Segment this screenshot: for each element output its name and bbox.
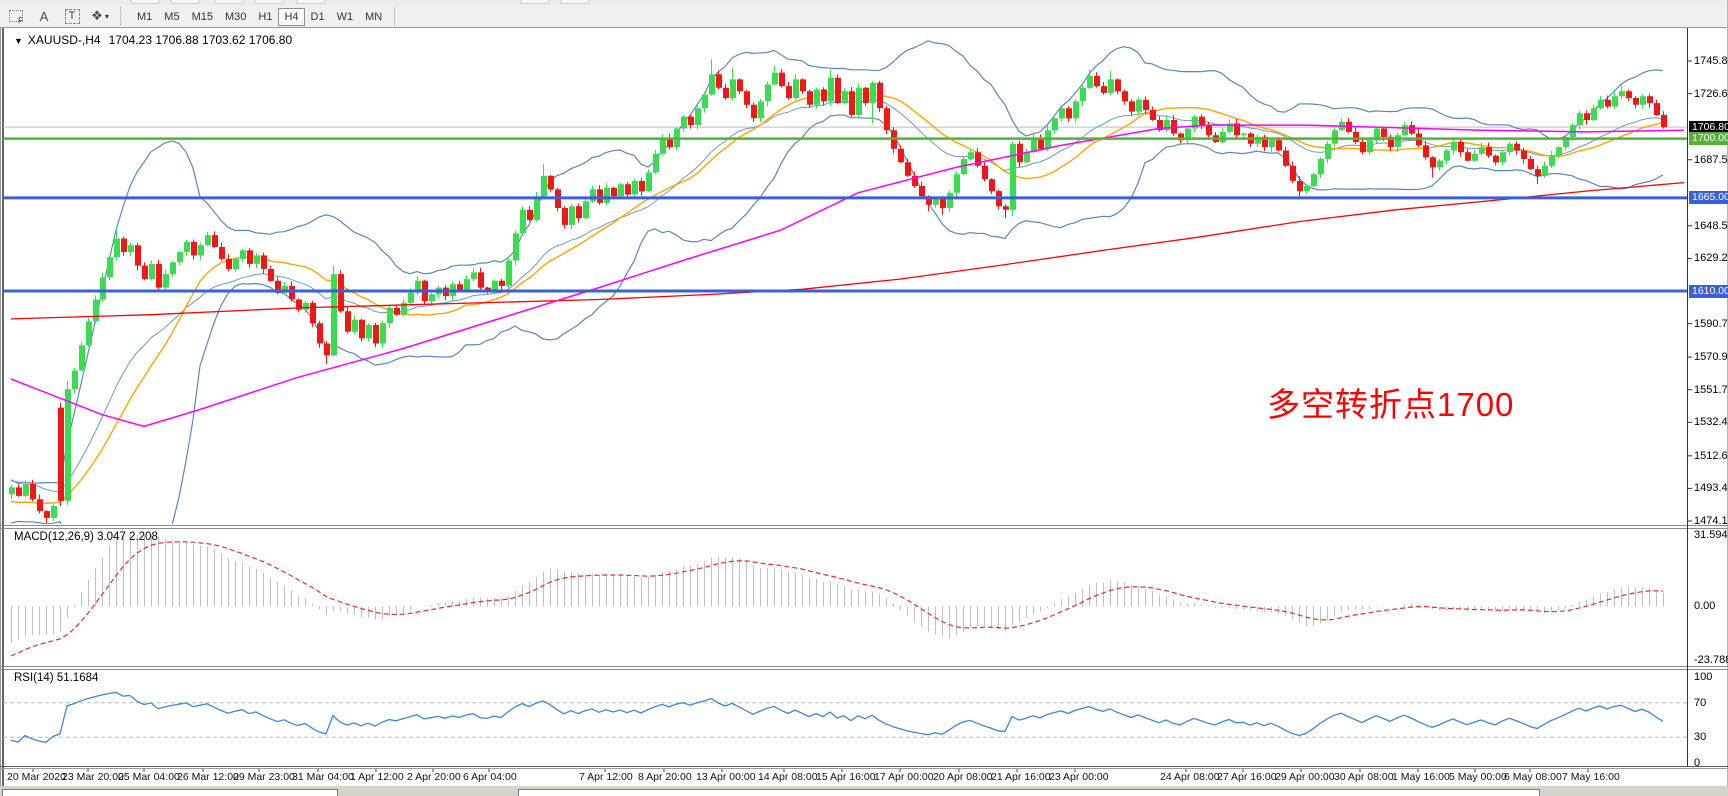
macd-tick-label: -23.788: [1694, 654, 1728, 666]
clipped-toolbar-button: [130, 0, 160, 4]
time-tick-label: 20 Apr 08:00: [933, 771, 993, 783]
price-tick-label: 1745.85: [1694, 55, 1728, 67]
rsi-indicator-label: RSI(14) 51.1684: [14, 672, 99, 684]
arrows-object-icon[interactable]: ❖ ▾: [91, 8, 109, 23]
chart-ohlc-values: 1704.23 1706.88 1703.62 1706.80: [108, 33, 293, 47]
price-tick-label: 1590.75: [1694, 317, 1728, 330]
clipped-toolbar-button: [214, 0, 244, 4]
collapse-triangle-icon[interactable]: ▼: [14, 36, 23, 46]
clipped-lower-window-2[interactable]: [518, 789, 1540, 796]
time-tick-label: 8 Apr 20:00: [638, 771, 692, 783]
text-label-icon[interactable]: T: [60, 7, 84, 26]
tf-button-h1[interactable]: H1: [258, 11, 273, 23]
tf-button-w1[interactable]: W1: [336, 11, 354, 23]
snap-grid-icon[interactable]: F: [4, 7, 28, 26]
tf-button-h4[interactable]: H4: [278, 8, 305, 26]
time-tick-label: 6 May 08:00: [1504, 771, 1562, 783]
price-tick-label: 1687.55: [1694, 153, 1728, 166]
window-border-left: [0, 28, 1, 786]
price-tick-label: 1474.15: [1694, 515, 1728, 527]
time-tick-label: 27 Apr 16:00: [1217, 771, 1277, 783]
chart-text-annotation[interactable]: 多空转折点1700: [1267, 386, 1515, 423]
time-tick-label: 7 May 16:00: [1562, 771, 1620, 783]
clipped-upper-toolbar: [0, 0, 1728, 5]
lower-windows-strip: [0, 786, 1728, 796]
time-tick-label: 1 May 16:00: [1392, 771, 1450, 783]
time-tick-label: 29 Mar 23:00: [233, 771, 295, 783]
time-tick-label: 1 Apr 12:00: [350, 771, 404, 783]
rsi-tick-label: 100: [1694, 671, 1713, 683]
timeframe-button-group: M1 M5 M15 M30 H1 H4 D1 W1 MN: [131, 7, 388, 26]
clipped-toolbar-button: [296, 0, 326, 4]
time-tick-label: 26 Mar 12:00: [177, 771, 239, 783]
time-tick-label: 6 Apr 04:00: [463, 771, 517, 783]
macd-tick-label: 0.00: [1694, 600, 1716, 613]
time-tick-label: 29 Apr 00:00: [1275, 771, 1335, 783]
rsi-tick-label: 70: [1694, 696, 1707, 709]
price-marker-1706.80: 1706.80: [1689, 120, 1728, 134]
chart-title: ▼ XAUUSD-,H4 1704.23 1706.88 1703.62 1706.…: [14, 33, 292, 47]
time-tick-label: 31 Mar 04:00: [292, 771, 354, 783]
tf-button-d1[interactable]: D1: [310, 11, 325, 23]
time-tick-label: 21 Apr 16:00: [991, 771, 1051, 783]
clipped-toolbar-button: [170, 0, 200, 4]
price-marker-1665.00: 1665.00: [1689, 191, 1728, 205]
toolbar-grip[interactable]: [120, 7, 125, 25]
price-tick-label: 1629.25: [1694, 252, 1728, 265]
clipped-toolbar-button: [560, 0, 590, 4]
clipped-toolbar-button: [520, 0, 550, 4]
chart-border-left: [2, 28, 4, 786]
rsi-tick-label: 30: [1694, 731, 1707, 744]
time-tick-label: 5 May 00:00: [1449, 771, 1507, 783]
chart-toolbar: F A T ❖ ▾ M1 M5 M15 M30 H1 H4 D1 W1 MN: [0, 5, 1728, 28]
price-tick-label: 1570.95: [1694, 351, 1728, 364]
text-a-icon[interactable]: A: [39, 8, 49, 24]
time-tick-label: 15 Apr 16:00: [816, 771, 876, 783]
time-tick-label: 23 Mar 20:00: [62, 771, 124, 783]
price-tick-label: 1551.70: [1694, 383, 1728, 396]
price-tick-label: 1493.40: [1694, 482, 1728, 495]
time-tick-label: 30 Apr 08:00: [1334, 771, 1394, 783]
price-marker-1610.00: 1610.00: [1689, 284, 1728, 298]
macd-indicator-label: MACD(12,26,9) 3.047 2.208: [14, 531, 158, 543]
price-tick-label: 1512.65: [1694, 449, 1728, 462]
clipped-lower-window-1[interactable]: [2, 789, 338, 796]
toolbar-separator: [394, 6, 396, 26]
time-tick-label: 24 Apr 08:00: [1160, 771, 1220, 783]
tf-button-m30[interactable]: M30: [224, 11, 247, 23]
tf-button-m5[interactable]: M5: [164, 11, 180, 23]
macd-tick-label: 31.594: [1694, 529, 1728, 541]
price-tick-label: 1648.50: [1694, 219, 1728, 232]
price-tick-label: 1726.60: [1694, 87, 1728, 100]
time-tick-label: 13 Apr 00:00: [696, 771, 756, 783]
rsi-tick-label: 0: [1694, 757, 1701, 769]
price-tick-label: 1532.45: [1694, 416, 1728, 429]
time-tick-label: 2 Apr 20:00: [407, 771, 461, 783]
price-marker-1700.00: 1700.00: [1689, 132, 1728, 146]
tf-button-m1[interactable]: M1: [137, 11, 153, 23]
dropdown-caret-icon[interactable]: ▾: [104, 11, 109, 21]
time-tick-label: 14 Apr 08:00: [758, 771, 818, 783]
time-tick-label: 7 Apr 12:00: [579, 771, 633, 783]
time-tick-label: 17 Apr 00:00: [874, 771, 934, 783]
tf-button-mn[interactable]: MN: [365, 11, 383, 23]
time-tick-label: 25 Mar 04:00: [118, 771, 180, 783]
chart-symbol-period: XAUUSD-,H4: [27, 33, 101, 47]
time-tick-label: 20 Mar 2020: [7, 771, 66, 783]
time-tick-label: 23 Apr 00:00: [1049, 771, 1109, 783]
tf-button-m15[interactable]: M15: [191, 11, 213, 23]
clipped-toolbar-button: [254, 0, 284, 4]
